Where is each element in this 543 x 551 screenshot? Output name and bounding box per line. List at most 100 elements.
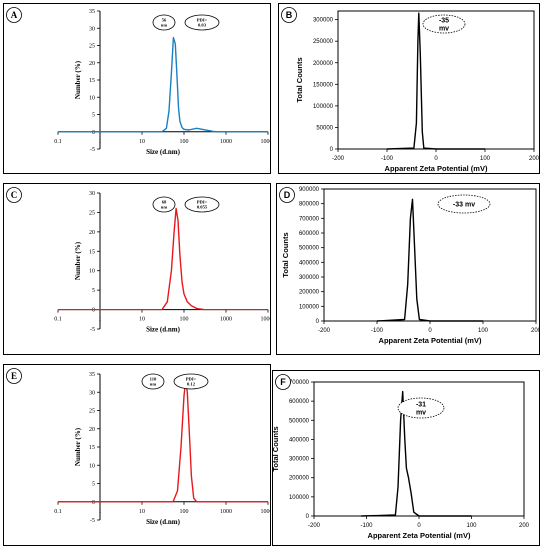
x-tick-label: 1 bbox=[99, 139, 102, 145]
x-tick-label: 100 bbox=[480, 156, 491, 162]
panel-b: 0 50000 100000 150000 200000 250000 300000 -200… bbox=[278, 3, 540, 174]
y-tick-label: 30 bbox=[89, 191, 95, 197]
x-axis-label: Size (d.nm) bbox=[146, 148, 181, 156]
x-tick-label: 1 bbox=[99, 317, 102, 323]
panel-label-badge bbox=[6, 368, 22, 384]
y-tick-label: 100000 bbox=[313, 104, 334, 110]
x-axis-label: Apparent Zeta Potential (mV) bbox=[379, 336, 482, 345]
annotation-bubble bbox=[184, 196, 220, 213]
annotation-bubble bbox=[152, 196, 176, 213]
panel-label-badge bbox=[279, 187, 295, 203]
series-line bbox=[376, 198, 483, 322]
x-tick-label: 0 bbox=[417, 523, 421, 529]
panel-a: -5 0 5 10 15 20 25 30 35 0.1 1 10 100 1000 10000 Size (… bbox=[3, 3, 276, 174]
y-tick-label: 100000 bbox=[299, 304, 320, 310]
y-tick-label: 0 bbox=[330, 147, 334, 153]
panel-f: 0 100000 200000 300000 400000 500000 600000 700… bbox=[271, 370, 540, 546]
x-tick-label: 10 bbox=[139, 509, 145, 515]
x-tick-label: 10 bbox=[139, 317, 145, 323]
y-tick-label: 700000 bbox=[289, 380, 310, 386]
chart-d: 0 100000 200000 300000 400000 500000 600000 700… bbox=[276, 183, 542, 355]
x-tick-label: 10000 bbox=[261, 509, 272, 515]
annotation-text: PDI= bbox=[186, 377, 197, 382]
y-tick-label: 150000 bbox=[313, 82, 334, 88]
x-tick-label: 200 bbox=[529, 156, 540, 162]
series-line bbox=[161, 207, 205, 311]
annotation-text: nm bbox=[161, 205, 168, 210]
annotation-text: nm bbox=[150, 382, 157, 387]
y-tick-label: 200000 bbox=[289, 476, 310, 482]
panel-label: D bbox=[284, 190, 291, 200]
y-tick-label: 15 bbox=[89, 249, 95, 255]
x-tick-label: 100 bbox=[478, 328, 489, 334]
y-tick-label: 0 bbox=[92, 308, 95, 314]
series-line bbox=[386, 12, 485, 150]
y-tick-label: 300000 bbox=[299, 275, 320, 281]
annotation-text: 68 bbox=[162, 200, 167, 205]
y-tick-label: 50000 bbox=[316, 125, 333, 131]
y-tick-label: 300000 bbox=[289, 457, 310, 463]
y-tick-label: 20 bbox=[89, 427, 95, 433]
y-tick-label: 10 bbox=[89, 95, 95, 101]
panel-label-badge bbox=[6, 7, 22, 23]
x-tick-label: 0.1 bbox=[54, 317, 62, 323]
y-tick-label: 5 bbox=[92, 482, 95, 488]
annotation-bubble bbox=[397, 397, 445, 419]
x-tick-label: 1000 bbox=[220, 317, 232, 323]
x-tick-label: 100 bbox=[180, 139, 189, 145]
x-tick-label: 10000 bbox=[261, 317, 272, 323]
y-tick-label: 600000 bbox=[299, 231, 320, 237]
y-tick-label: 35 bbox=[89, 372, 95, 378]
x-tick-label: 200 bbox=[519, 523, 530, 529]
annotation-text: 56 bbox=[162, 18, 167, 23]
y-tick-label: 5 bbox=[92, 113, 95, 119]
annotation-text: 0.055 bbox=[197, 205, 208, 210]
chart-f: 0 100000 200000 300000 400000 500000 600000 700… bbox=[271, 370, 540, 546]
panel-label-badge bbox=[6, 187, 22, 203]
y-tick-label: 800000 bbox=[299, 202, 320, 208]
y-tick-label: 30 bbox=[89, 26, 95, 32]
annotation-text: 110 bbox=[150, 377, 157, 382]
x-tick-label: 10 bbox=[139, 139, 145, 145]
annotation-text: nm bbox=[161, 23, 168, 28]
annotation-text: PDI= bbox=[197, 200, 208, 205]
y-tick-label: 400000 bbox=[299, 260, 320, 266]
y-axis-label: Number (%) bbox=[74, 60, 82, 99]
annotation-bubble bbox=[141, 373, 165, 390]
y-tick-label: 500000 bbox=[299, 246, 320, 252]
annotation-bubble bbox=[152, 14, 176, 31]
y-tick-label: 200000 bbox=[313, 61, 334, 67]
y-tick-label: 25 bbox=[89, 210, 95, 216]
x-tick-label: 10000 bbox=[261, 139, 272, 145]
y-tick-label: 30 bbox=[89, 390, 95, 396]
y-tick-label: -5 bbox=[90, 147, 95, 153]
y-tick-label: 300000 bbox=[313, 18, 334, 24]
annotation-text: -31 bbox=[416, 402, 426, 409]
panel-c: -5 0 5 10 15 20 25 30 0.1 1 10 100 1000 10000 Size (d.… bbox=[3, 183, 276, 355]
annotation-text: 0.03 bbox=[198, 23, 207, 28]
x-axis-label: Size (d.nm) bbox=[146, 326, 181, 334]
panel-label-badge bbox=[281, 7, 297, 23]
x-tick-label: 0.1 bbox=[54, 509, 62, 515]
y-axis-label: Total Counts bbox=[272, 426, 280, 471]
x-axis-label: Size (d.nm) bbox=[146, 518, 181, 526]
y-tick-label: 0 bbox=[316, 319, 320, 325]
x-tick-label: -200 bbox=[308, 523, 321, 529]
y-axis-label: Number (%) bbox=[74, 241, 82, 280]
y-tick-label: 250000 bbox=[313, 39, 334, 45]
panel-label: B bbox=[286, 10, 293, 20]
y-axis-label: Number (%) bbox=[74, 427, 82, 466]
y-tick-label: 200000 bbox=[299, 290, 320, 296]
series-line bbox=[361, 390, 472, 517]
y-tick-label: -5 bbox=[90, 327, 95, 333]
y-tick-label: 0 bbox=[92, 500, 95, 506]
x-tick-label: 1000 bbox=[220, 509, 232, 515]
panel-frame bbox=[278, 3, 540, 174]
x-tick-label: -200 bbox=[318, 328, 331, 334]
annotation-bubble bbox=[422, 14, 466, 34]
annotation-text: -33 mv bbox=[453, 201, 475, 208]
panel-frame bbox=[3, 3, 271, 174]
y-axis-label: Total Counts bbox=[295, 57, 304, 102]
